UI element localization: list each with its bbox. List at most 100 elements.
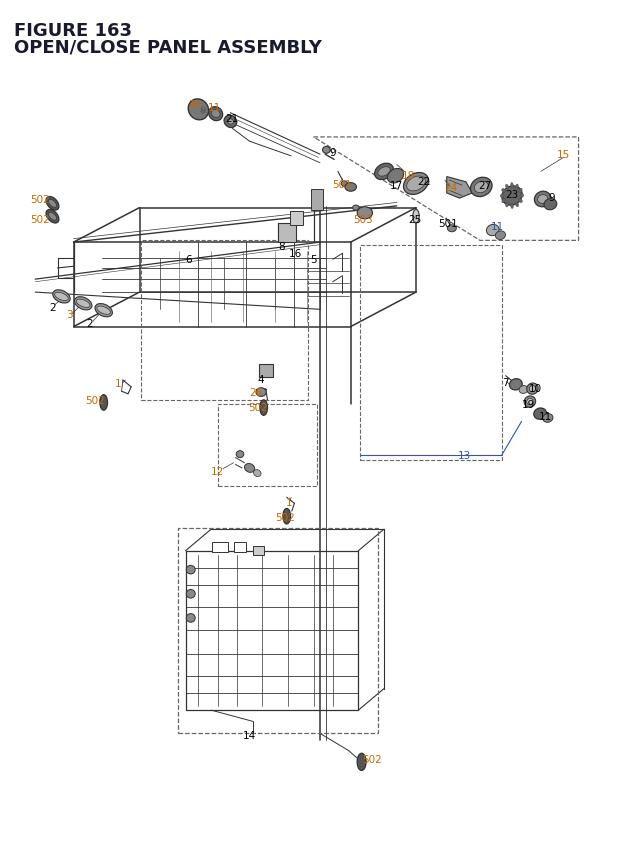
Ellipse shape	[97, 307, 111, 315]
Ellipse shape	[506, 185, 509, 189]
Ellipse shape	[54, 293, 68, 301]
Text: 15: 15	[557, 150, 570, 160]
Bar	[360, 245, 502, 461]
Ellipse shape	[224, 116, 237, 128]
Ellipse shape	[260, 400, 268, 416]
Ellipse shape	[186, 614, 195, 623]
Ellipse shape	[502, 200, 505, 203]
Text: 502: 502	[85, 395, 104, 406]
Ellipse shape	[283, 509, 291, 524]
Ellipse shape	[511, 183, 513, 189]
Text: 11: 11	[539, 412, 552, 422]
Ellipse shape	[500, 195, 504, 198]
Text: 23: 23	[506, 189, 518, 200]
Bar	[178, 529, 378, 734]
Ellipse shape	[486, 225, 499, 237]
Bar	[311, 189, 323, 211]
Ellipse shape	[341, 182, 348, 187]
Text: 5: 5	[310, 255, 317, 265]
Text: 501: 501	[333, 180, 352, 190]
Ellipse shape	[100, 395, 108, 411]
Text: 1: 1	[115, 378, 122, 388]
Text: 503: 503	[353, 214, 372, 225]
Ellipse shape	[209, 108, 223, 121]
Ellipse shape	[543, 414, 553, 423]
Text: 25: 25	[408, 214, 421, 225]
Ellipse shape	[447, 226, 456, 232]
Ellipse shape	[202, 109, 205, 112]
Ellipse shape	[403, 173, 429, 195]
Text: OPEN/CLOSE PANEL ASSEMBLY: OPEN/CLOSE PANEL ASSEMBLY	[14, 39, 322, 57]
Ellipse shape	[515, 203, 518, 208]
Text: 27: 27	[479, 181, 492, 191]
Ellipse shape	[244, 464, 255, 473]
Text: 18: 18	[402, 170, 415, 181]
Ellipse shape	[323, 147, 330, 154]
Ellipse shape	[74, 297, 92, 311]
Ellipse shape	[470, 178, 492, 197]
Ellipse shape	[253, 470, 261, 477]
Ellipse shape	[357, 208, 372, 220]
Text: FIGURE 163: FIGURE 163	[14, 22, 132, 40]
Text: 13: 13	[458, 450, 470, 461]
Text: 502: 502	[249, 402, 268, 412]
Ellipse shape	[49, 213, 56, 221]
Ellipse shape	[534, 408, 547, 420]
Text: 16: 16	[289, 249, 302, 259]
Ellipse shape	[186, 566, 195, 574]
Bar	[278, 224, 296, 243]
Ellipse shape	[527, 383, 538, 395]
Ellipse shape	[524, 396, 536, 408]
Ellipse shape	[345, 183, 356, 192]
Text: 9: 9	[330, 148, 336, 158]
Text: 11: 11	[492, 221, 504, 232]
Ellipse shape	[374, 164, 394, 181]
Ellipse shape	[201, 111, 205, 114]
Ellipse shape	[502, 187, 522, 206]
Text: 2: 2	[49, 302, 56, 313]
Ellipse shape	[509, 379, 522, 391]
Text: 14: 14	[243, 730, 256, 740]
Ellipse shape	[518, 200, 522, 203]
Ellipse shape	[186, 590, 195, 598]
Ellipse shape	[188, 100, 209, 121]
Ellipse shape	[49, 200, 56, 208]
Bar	[218, 405, 317, 486]
Ellipse shape	[378, 168, 390, 177]
Ellipse shape	[46, 210, 59, 224]
Bar	[253, 547, 264, 555]
Ellipse shape	[46, 197, 59, 211]
Text: 1: 1	[286, 498, 292, 508]
Bar	[259, 365, 273, 377]
Text: 22: 22	[418, 177, 431, 187]
Ellipse shape	[519, 386, 528, 394]
Ellipse shape	[201, 110, 205, 113]
Ellipse shape	[236, 451, 244, 458]
Ellipse shape	[413, 210, 419, 224]
Ellipse shape	[544, 199, 557, 211]
Text: 19: 19	[522, 400, 535, 410]
Text: 7: 7	[502, 377, 509, 387]
Text: 8: 8	[278, 242, 285, 252]
Ellipse shape	[387, 170, 404, 183]
Text: 502: 502	[31, 195, 50, 205]
Bar	[290, 212, 303, 226]
Ellipse shape	[527, 399, 533, 406]
Ellipse shape	[495, 232, 506, 240]
Ellipse shape	[474, 182, 488, 194]
Text: 501: 501	[438, 219, 458, 229]
Ellipse shape	[211, 110, 220, 119]
Bar	[234, 542, 246, 553]
Ellipse shape	[529, 386, 536, 393]
Text: 2: 2	[86, 319, 93, 329]
Ellipse shape	[520, 195, 524, 198]
Text: 24: 24	[445, 183, 458, 193]
Text: 9: 9	[548, 193, 555, 203]
Ellipse shape	[202, 108, 205, 111]
Ellipse shape	[227, 120, 234, 125]
Ellipse shape	[76, 300, 90, 308]
Ellipse shape	[506, 202, 508, 208]
Text: 26: 26	[250, 387, 262, 398]
Text: 21: 21	[226, 114, 239, 124]
Ellipse shape	[406, 177, 426, 192]
